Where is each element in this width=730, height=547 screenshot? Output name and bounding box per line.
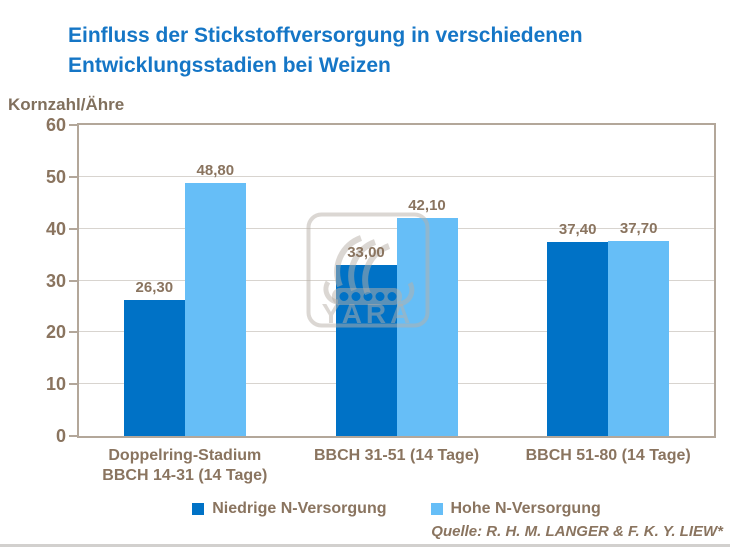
y-tick-label-60: 60: [45, 115, 66, 135]
y-tick-label-0: 0: [55, 426, 66, 446]
category-label-2: BBCH 31-51 (14 Tage): [313, 447, 480, 464]
legend-swatch-hohe: [430, 503, 443, 515]
legend-label-niedrige: Niedrige N-Versorgung: [212, 500, 387, 517]
y-tick-mark-20: [69, 331, 77, 334]
category-label-1: Doppelring-Stadium BBCH 14-31 (14 Tage): [102, 447, 268, 484]
source-note: Quelle: R. H. M. LANGER & F. K. Y. LIEW*: [431, 523, 723, 540]
bar-niedrige-n-group-3: [547, 242, 609, 436]
y-axis-title: Kornzahl/Ähre: [8, 95, 125, 114]
legend-item-hohe: Hohe N-Versorgung: [430, 500, 601, 518]
legend: Niedrige N-Versorgung Hohe N-Versorgung: [77, 500, 716, 518]
value-label-niedrige-group-3: 37,40: [558, 221, 597, 239]
bottom-divider: [0, 544, 730, 547]
value-label-hohe-group-2: 42,10: [408, 196, 446, 214]
legend-item-niedrige: Niedrige N-Versorgung: [192, 500, 387, 518]
value-label-niedrige-group-1: 26,30: [135, 278, 174, 296]
y-tick-mark-10: [69, 383, 77, 386]
bar-niedrige-n-group-1: [123, 299, 185, 436]
legend-label-hohe: Hohe N-Versorgung: [450, 500, 601, 517]
chart-title: Einfluss der Stickstoffversorgung in ver…: [68, 24, 583, 77]
legend-swatch-niedrige: [192, 503, 205, 515]
value-label-niedrige-group-2: 33,00: [347, 243, 385, 261]
y-tick-label-40: 40: [45, 218, 66, 239]
value-label-hohe-group-1: 48,80: [196, 162, 235, 180]
y-tick-mark-30: [69, 279, 77, 282]
bar-hohe-n-group-1: [184, 183, 246, 436]
y-tick-label-50: 50: [45, 166, 66, 187]
y-tick-mark-50: [69, 175, 77, 178]
y-tick-mark-0: [69, 435, 77, 437]
bar-niedrige-n-group-2: [335, 264, 397, 436]
value-label-hohe-group-3: 37,70: [619, 219, 658, 237]
y-tick-mark-40: [69, 227, 77, 230]
y-tick-label-20: 20: [45, 322, 66, 343]
y-tick-label-30: 30: [45, 270, 66, 291]
y-tick-label-10: 10: [45, 374, 66, 395]
category-label-3: BBCH 51-80 (14 Tage): [525, 447, 691, 464]
gridline-50: [79, 175, 714, 177]
bar-hohe-n-group-3: [608, 240, 670, 436]
y-tick-mark-60: [69, 124, 77, 126]
